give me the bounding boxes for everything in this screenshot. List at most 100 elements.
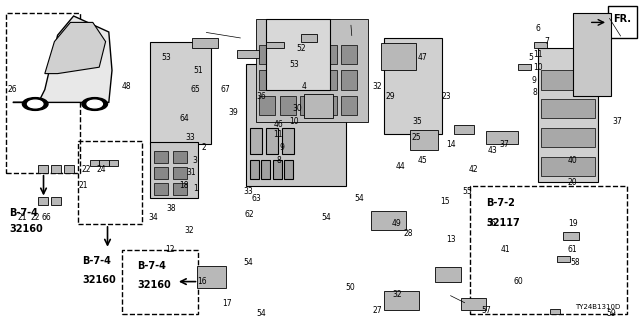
- Text: 56: 56: [486, 220, 497, 228]
- Bar: [256, 19, 368, 122]
- Bar: [38, 197, 48, 205]
- Bar: [192, 38, 218, 48]
- Bar: [470, 186, 627, 314]
- Text: 57: 57: [481, 306, 492, 315]
- Bar: [280, 70, 296, 90]
- Bar: [300, 96, 316, 115]
- Bar: [99, 160, 109, 166]
- Text: 23: 23: [442, 92, 452, 100]
- Text: 8: 8: [276, 156, 281, 164]
- Bar: [150, 42, 211, 144]
- Text: B-7-4: B-7-4: [138, 261, 166, 271]
- Polygon shape: [45, 22, 106, 74]
- Text: 21: 21: [79, 181, 88, 190]
- Text: 62: 62: [244, 210, 255, 219]
- Bar: [173, 183, 187, 195]
- Bar: [6, 13, 80, 173]
- Text: 10: 10: [532, 63, 543, 72]
- Text: 7: 7: [545, 37, 550, 46]
- Text: 54: 54: [321, 213, 332, 222]
- Bar: [435, 267, 461, 282]
- Bar: [410, 130, 438, 150]
- Text: 40: 40: [568, 156, 578, 164]
- Bar: [304, 94, 333, 118]
- Bar: [154, 183, 168, 195]
- Bar: [282, 128, 294, 154]
- Text: 33: 33: [186, 133, 196, 142]
- Bar: [109, 160, 118, 166]
- Bar: [246, 64, 346, 186]
- Text: 28: 28: [404, 229, 413, 238]
- Text: 17: 17: [222, 300, 232, 308]
- Bar: [321, 45, 337, 64]
- Text: 29: 29: [385, 92, 396, 100]
- Bar: [250, 160, 259, 179]
- Bar: [321, 70, 337, 90]
- Bar: [284, 160, 293, 179]
- Text: 52: 52: [296, 44, 306, 52]
- Bar: [154, 167, 168, 179]
- Bar: [150, 142, 198, 198]
- Text: 41: 41: [500, 245, 511, 254]
- Bar: [122, 250, 198, 314]
- Text: 1: 1: [193, 184, 198, 193]
- Text: 53: 53: [289, 60, 300, 68]
- Bar: [51, 165, 61, 173]
- Circle shape: [28, 100, 43, 108]
- Text: 43: 43: [488, 146, 498, 155]
- Text: 12: 12: [165, 245, 174, 254]
- Bar: [541, 70, 595, 90]
- Text: 34: 34: [148, 213, 159, 222]
- Text: 6: 6: [535, 24, 540, 33]
- Text: B-7-4: B-7-4: [10, 208, 38, 218]
- Text: 32160: 32160: [82, 275, 116, 285]
- Text: 11: 11: [533, 50, 542, 59]
- Text: 54: 54: [256, 309, 266, 318]
- Text: 61: 61: [568, 245, 578, 254]
- Bar: [518, 64, 531, 70]
- Text: 60: 60: [513, 277, 524, 286]
- Text: 66: 66: [41, 213, 51, 222]
- Bar: [341, 70, 357, 90]
- Bar: [51, 197, 61, 205]
- Bar: [461, 298, 486, 310]
- Bar: [541, 128, 595, 147]
- Text: 32: 32: [184, 226, 194, 235]
- Text: 10: 10: [289, 117, 300, 126]
- Bar: [541, 157, 595, 176]
- Bar: [259, 96, 275, 115]
- Text: 24: 24: [96, 165, 106, 174]
- Bar: [266, 42, 284, 48]
- Text: 11: 11: [274, 130, 283, 139]
- Text: 37: 37: [612, 117, 623, 126]
- Text: 15: 15: [440, 197, 450, 206]
- Bar: [557, 256, 570, 262]
- Text: 32160: 32160: [138, 280, 172, 290]
- Text: 26: 26: [8, 85, 18, 94]
- Bar: [541, 99, 595, 118]
- Bar: [538, 48, 598, 182]
- Bar: [534, 42, 547, 48]
- Text: 54: 54: [355, 194, 365, 203]
- Bar: [154, 151, 168, 163]
- Bar: [550, 309, 560, 314]
- Bar: [237, 50, 259, 58]
- Text: 25: 25: [411, 133, 421, 142]
- Text: 27: 27: [372, 306, 383, 315]
- Text: 35: 35: [412, 117, 422, 126]
- Bar: [321, 96, 337, 115]
- Bar: [64, 165, 74, 173]
- Bar: [301, 34, 317, 42]
- Bar: [90, 160, 99, 166]
- Bar: [250, 128, 262, 154]
- Bar: [266, 19, 330, 90]
- Text: 32117: 32117: [486, 218, 520, 228]
- Bar: [173, 151, 187, 163]
- Bar: [38, 165, 48, 173]
- Text: 46: 46: [273, 120, 284, 129]
- Bar: [563, 232, 579, 240]
- Text: 48: 48: [122, 82, 132, 91]
- Bar: [384, 291, 419, 310]
- Text: 32160: 32160: [10, 224, 44, 234]
- Bar: [608, 6, 637, 38]
